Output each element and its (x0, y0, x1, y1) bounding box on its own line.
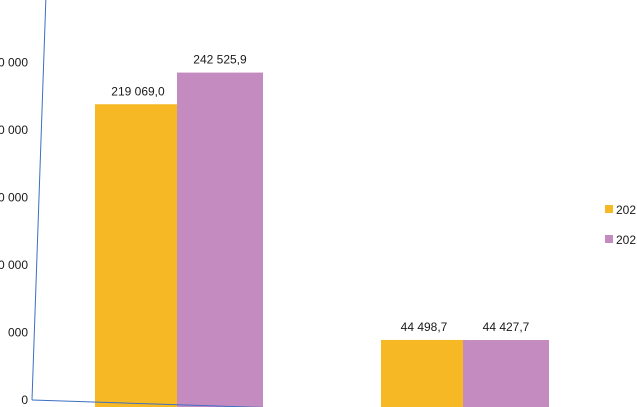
bar-series-1-category-2 (381, 339, 467, 407)
data-label-series-1-category-2: 44 498,7 (401, 320, 448, 334)
data-label-series-2-category-2: 44 427,7 (483, 320, 530, 334)
y-tick-label-2: 0 000 (0, 258, 28, 272)
legend-swatch-1 (605, 205, 613, 213)
y-tick-label-0: 0 (21, 393, 28, 407)
y-tick-label-3: 0 000 (0, 191, 28, 205)
data-label-series-1-category-1: 219 069,0 (111, 84, 165, 98)
bars-layer (95, 72, 549, 407)
bar-series-1-category-1 (95, 104, 181, 407)
y-tick-label-4: 0 000 (0, 123, 28, 137)
bar-series-2-category-1 (177, 72, 263, 407)
legend-label-2: 202 (616, 233, 636, 247)
legend-label-1: 202 (616, 203, 636, 217)
y-tick-label-5: 0 000 (0, 56, 28, 70)
data-label-series-2-category-1: 242 525,9 (193, 53, 247, 67)
legend: 202 202 (605, 203, 636, 247)
data-labels: 219 069,0 44 498,7 242 525,9 44 427,7 (111, 53, 529, 334)
y-axis-line (31, 0, 47, 401)
bar-series-2-category-2 (463, 340, 549, 407)
legend-swatch-2 (605, 235, 613, 243)
y-tick-label-1: 000 (8, 326, 28, 340)
